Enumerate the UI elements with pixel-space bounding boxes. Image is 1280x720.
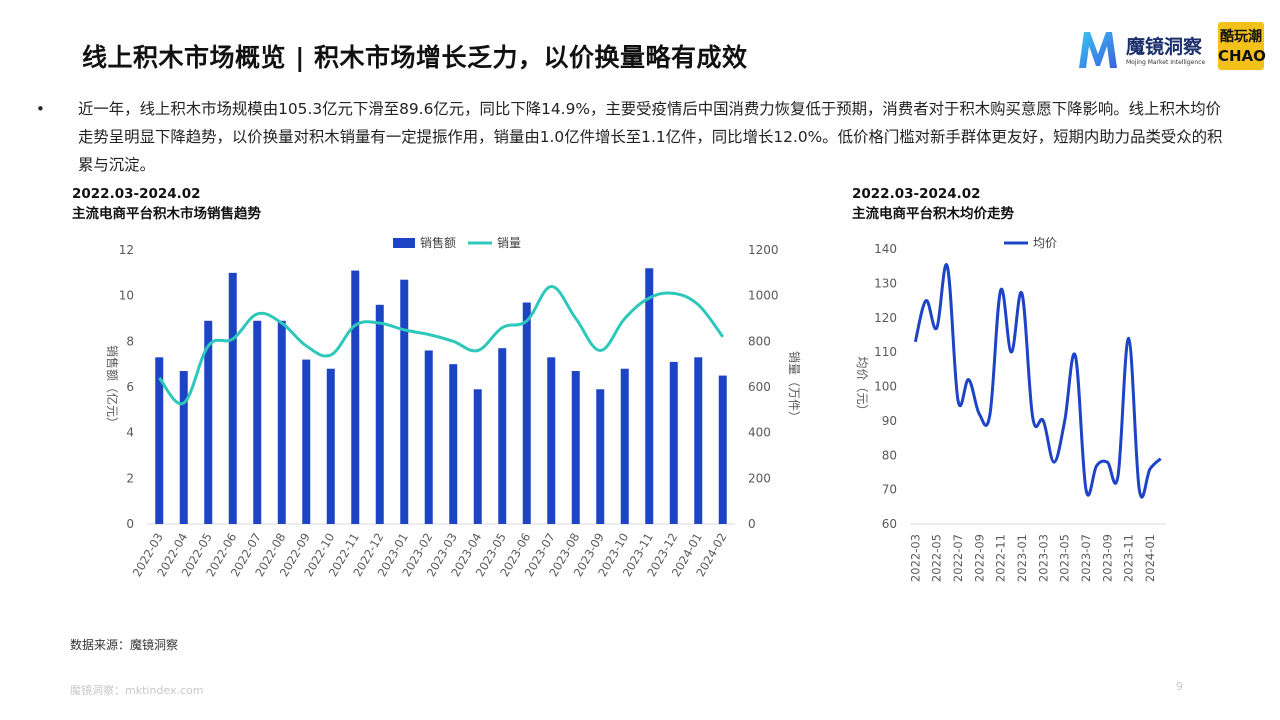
- sales-bar: [375, 304, 384, 524]
- sales-bar: [400, 279, 409, 524]
- right-y-axis-title: 销量（万件）: [787, 351, 801, 423]
- left-y-tick-label: 8: [126, 334, 134, 348]
- summary-paragraph: 近一年，线上积木市场规模由105.3亿元下滑至89.6亿元，同比下降14.9%，…: [78, 100, 1223, 174]
- sales-bar: [424, 350, 433, 524]
- left-y-tick-label: 0: [126, 517, 134, 531]
- sales-bar: [547, 357, 556, 524]
- avg-price-chart: 60 70 80 90 100 110 120 130 140 均价（元） 2022-03 2022-…: [855, 236, 1166, 582]
- sales-bar: [204, 320, 213, 524]
- legend-label-volume: 销量: [497, 236, 521, 250]
- right-y-tick-label: 400: [748, 426, 771, 440]
- x-tick-label: 2023-05: [1058, 534, 1072, 582]
- right-y-tick-label: 1200: [748, 243, 779, 257]
- left-y-axis-title: 销售额（亿元）: [105, 345, 120, 429]
- footer-link[interactable]: 魔镜洞察：mktindex.com: [70, 684, 204, 697]
- chart-legend: 销售额 销量: [393, 235, 521, 250]
- y-tick-label: 90: [882, 414, 897, 428]
- x-tick-label: 2023-01: [1015, 534, 1029, 582]
- x-tick-label: 2022-07: [951, 534, 965, 582]
- sales-bar: [596, 389, 605, 524]
- right-chart-period: 2022.03-2024.02: [852, 186, 981, 202]
- avg-price-line: [913, 263, 1162, 499]
- x-tick-label: 2022-09: [972, 534, 986, 582]
- data-source: 数据来源：魔镜洞察: [70, 638, 179, 652]
- left-y-tick-label: 2: [126, 471, 134, 485]
- sales-bar: [277, 320, 286, 524]
- legend-label-sales: 销售额: [420, 235, 456, 250]
- x-tick-label: 2023-07: [1079, 534, 1093, 582]
- chao-logo-line1: 酷玩潮: [1220, 29, 1262, 45]
- mojing-logo-icon: [1079, 32, 1117, 68]
- sales-trend-chart: 0 2 4 6 8 10 12 0 200 400 600 800 1000 1200 销售额（亿元） 销量（…: [105, 235, 801, 579]
- left-y-tick-label: 10: [119, 289, 134, 303]
- left-y-tick-label: 12: [119, 243, 134, 257]
- right-chart-header: 2022.03-2024.02 主流电商平台积木均价走势: [852, 184, 1014, 224]
- right-y-tick-label: 200: [748, 471, 771, 485]
- sales-bar: [645, 268, 654, 524]
- left-y-tick-label: 6: [126, 380, 134, 394]
- left-chart-period: 2022.03-2024.02: [72, 186, 201, 202]
- left-chart-header: 2022.03-2024.02 主流电商平台积木市场销售趋势: [72, 184, 261, 224]
- chao-logo: 酷玩潮 CHAO: [1218, 22, 1266, 70]
- y-tick-label: 130: [874, 276, 897, 290]
- y-tick-label: 110: [874, 345, 897, 359]
- x-tick-label: 2022-03: [908, 534, 922, 582]
- x-tick-label: 2022-05: [930, 534, 944, 582]
- sales-bar: [351, 270, 360, 524]
- left-chart-name: 主流电商平台积木市场销售趋势: [72, 206, 261, 222]
- x-tick-label: 2022-11: [994, 534, 1008, 582]
- x-tick-label: 2023-03: [1036, 534, 1050, 582]
- right-y-tick-label: 1000: [748, 289, 779, 303]
- chart-legend: 均价: [1004, 236, 1057, 250]
- bullet-marker: •: [36, 100, 45, 118]
- sales-bar: [571, 371, 580, 524]
- y-tick-label: 80: [882, 448, 897, 462]
- right-chart-name: 主流电商平台积木均价走势: [852, 206, 1014, 222]
- x-tick-label: 2024-01: [1143, 534, 1157, 582]
- left-y-tick-label: 4: [126, 426, 134, 440]
- y-tick-label: 100: [874, 380, 897, 394]
- sales-bar: [718, 375, 727, 524]
- sales-bar: [179, 371, 188, 524]
- sales-bar: [326, 368, 335, 524]
- sales-bar: [473, 389, 482, 524]
- mojing-logo-text: 魔镜洞察: [1126, 36, 1203, 58]
- chao-logo-line2: CHAO: [1218, 47, 1266, 65]
- brand-logos: 魔镜洞察 Mojing Market Intelligence 酷玩潮 CHAO: [1076, 22, 1266, 74]
- sales-bar: [498, 348, 507, 524]
- page-title: 线上积木市场概览 | 积木市场增长乏力，以价换量略有成效: [82, 43, 748, 72]
- sales-bar: [694, 357, 703, 524]
- y-axis-title: 均价（元）: [855, 356, 869, 416]
- right-y-tick-label: 0: [748, 517, 756, 531]
- sales-bar: [620, 368, 629, 524]
- right-y-tick-label: 600: [748, 380, 771, 394]
- page-number: 9: [1176, 680, 1183, 693]
- y-tick-label: 70: [882, 483, 897, 497]
- right-y-tick-label: 800: [748, 334, 771, 348]
- legend-swatch-sales: [393, 238, 415, 248]
- y-tick-label: 60: [882, 517, 897, 531]
- sales-bar: [449, 364, 458, 524]
- sales-bar: [669, 361, 678, 524]
- sales-bar: [253, 320, 262, 524]
- sales-bar: [228, 272, 237, 524]
- y-tick-label: 120: [874, 311, 897, 325]
- sales-bar: [522, 302, 531, 524]
- x-tick-label: 2023-11: [1122, 534, 1136, 582]
- x-tick-label: 2023-09: [1100, 534, 1114, 582]
- mojing-logo-subtext: Mojing Market Intelligence: [1126, 59, 1206, 66]
- legend-label-price: 均价: [1033, 236, 1057, 250]
- volume-line: [158, 285, 724, 406]
- sales-bar: [302, 359, 311, 524]
- y-tick-label: 140: [874, 242, 897, 256]
- sales-bar: [155, 357, 164, 524]
